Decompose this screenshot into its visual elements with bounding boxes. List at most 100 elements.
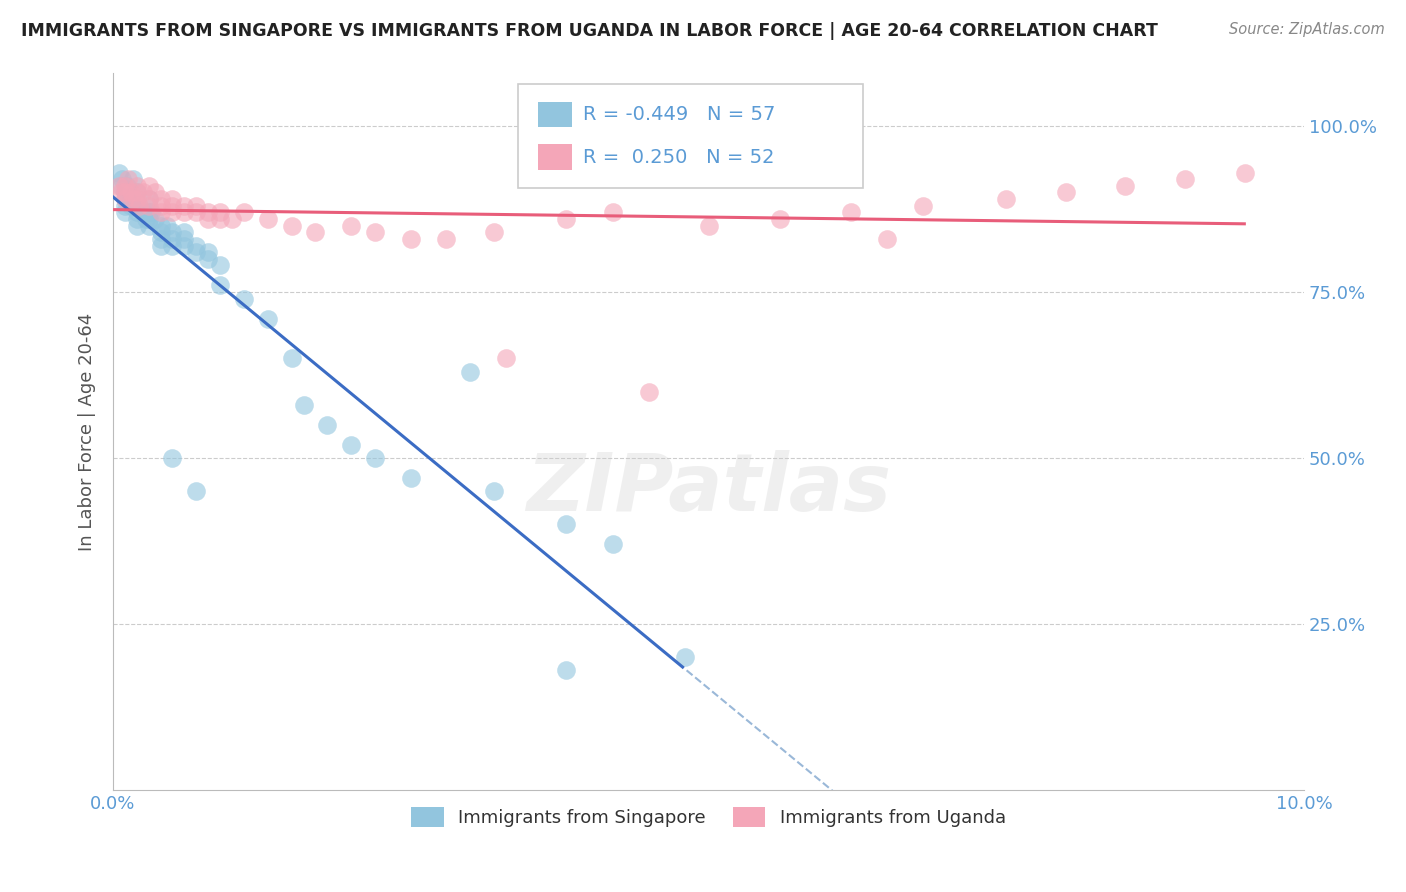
Point bbox=[132, 205, 155, 219]
Point bbox=[120, 186, 142, 200]
Point bbox=[173, 232, 195, 246]
Point bbox=[155, 219, 177, 233]
Point bbox=[1233, 165, 1256, 179]
Point bbox=[125, 205, 148, 219]
Point bbox=[340, 438, 363, 452]
Point bbox=[162, 450, 184, 465]
Text: R = -0.449   N = 57: R = -0.449 N = 57 bbox=[583, 105, 776, 124]
Point bbox=[495, 351, 517, 366]
Point bbox=[138, 192, 160, 206]
Point bbox=[256, 212, 278, 227]
Point bbox=[173, 199, 195, 213]
Point bbox=[115, 178, 138, 193]
Point bbox=[162, 232, 184, 246]
Point bbox=[108, 165, 131, 179]
Point bbox=[186, 238, 208, 252]
Point bbox=[114, 186, 136, 200]
Point bbox=[125, 178, 148, 193]
Point bbox=[769, 212, 792, 227]
Point bbox=[197, 252, 219, 266]
Point bbox=[364, 450, 387, 465]
Point bbox=[399, 232, 422, 246]
Point bbox=[162, 199, 184, 213]
Point bbox=[841, 205, 863, 219]
Point bbox=[135, 212, 157, 227]
Point bbox=[110, 178, 132, 193]
Point bbox=[138, 199, 160, 213]
Point bbox=[114, 186, 136, 200]
Point bbox=[125, 219, 148, 233]
Point bbox=[114, 199, 136, 213]
Point bbox=[482, 484, 505, 499]
Point bbox=[110, 186, 132, 200]
Point bbox=[125, 212, 148, 227]
Point bbox=[139, 205, 162, 219]
Legend: Immigrants from Singapore, Immigrants from Uganda: Immigrants from Singapore, Immigrants fr… bbox=[404, 799, 1014, 835]
Point bbox=[1114, 178, 1136, 193]
Y-axis label: In Labor Force | Age 20-64: In Labor Force | Age 20-64 bbox=[79, 312, 96, 550]
Point bbox=[114, 192, 136, 206]
Point bbox=[173, 205, 195, 219]
Bar bbox=[538, 102, 571, 128]
Point bbox=[1054, 186, 1077, 200]
Point bbox=[162, 238, 184, 252]
Point bbox=[186, 245, 208, 260]
Text: ZIPatlas: ZIPatlas bbox=[526, 450, 891, 528]
Point bbox=[482, 225, 505, 239]
Point bbox=[436, 232, 458, 246]
Point bbox=[316, 417, 339, 432]
Point bbox=[209, 259, 232, 273]
Point bbox=[280, 351, 302, 366]
Point bbox=[233, 205, 256, 219]
Point bbox=[173, 238, 195, 252]
Point bbox=[149, 199, 172, 213]
Point bbox=[995, 192, 1018, 206]
Point bbox=[197, 245, 219, 260]
Point bbox=[120, 199, 142, 213]
Point bbox=[120, 192, 142, 206]
Point bbox=[911, 199, 934, 213]
Point bbox=[1174, 172, 1197, 186]
Point bbox=[280, 219, 302, 233]
Point bbox=[143, 186, 166, 200]
Point bbox=[117, 172, 139, 186]
Point bbox=[554, 664, 576, 678]
Point bbox=[114, 178, 136, 193]
Point bbox=[697, 219, 720, 233]
Point bbox=[673, 650, 696, 665]
Point bbox=[138, 205, 160, 219]
Point bbox=[256, 311, 278, 326]
Point bbox=[340, 219, 363, 233]
Point bbox=[149, 238, 172, 252]
Point bbox=[602, 537, 624, 551]
Point bbox=[162, 205, 184, 219]
Point bbox=[138, 192, 160, 206]
Text: R =  0.250   N = 52: R = 0.250 N = 52 bbox=[583, 147, 775, 167]
Point bbox=[162, 225, 184, 239]
Point bbox=[186, 484, 208, 499]
Point bbox=[304, 225, 326, 239]
Point bbox=[364, 225, 387, 239]
Point bbox=[149, 205, 172, 219]
Point bbox=[149, 225, 172, 239]
Point bbox=[209, 205, 232, 219]
Point bbox=[128, 199, 150, 213]
Point bbox=[554, 212, 576, 227]
Point bbox=[114, 205, 136, 219]
Point bbox=[111, 172, 134, 186]
Point bbox=[124, 199, 146, 213]
Point bbox=[149, 219, 172, 233]
Point bbox=[132, 186, 155, 200]
Point bbox=[125, 186, 148, 200]
Point bbox=[602, 205, 624, 219]
Point bbox=[173, 225, 195, 239]
Point bbox=[125, 186, 148, 200]
Point bbox=[122, 192, 145, 206]
Point bbox=[108, 178, 131, 193]
Point bbox=[138, 178, 160, 193]
Point bbox=[221, 212, 243, 227]
Point bbox=[292, 398, 315, 412]
Point bbox=[458, 365, 481, 379]
Point bbox=[114, 192, 136, 206]
Point bbox=[162, 192, 184, 206]
